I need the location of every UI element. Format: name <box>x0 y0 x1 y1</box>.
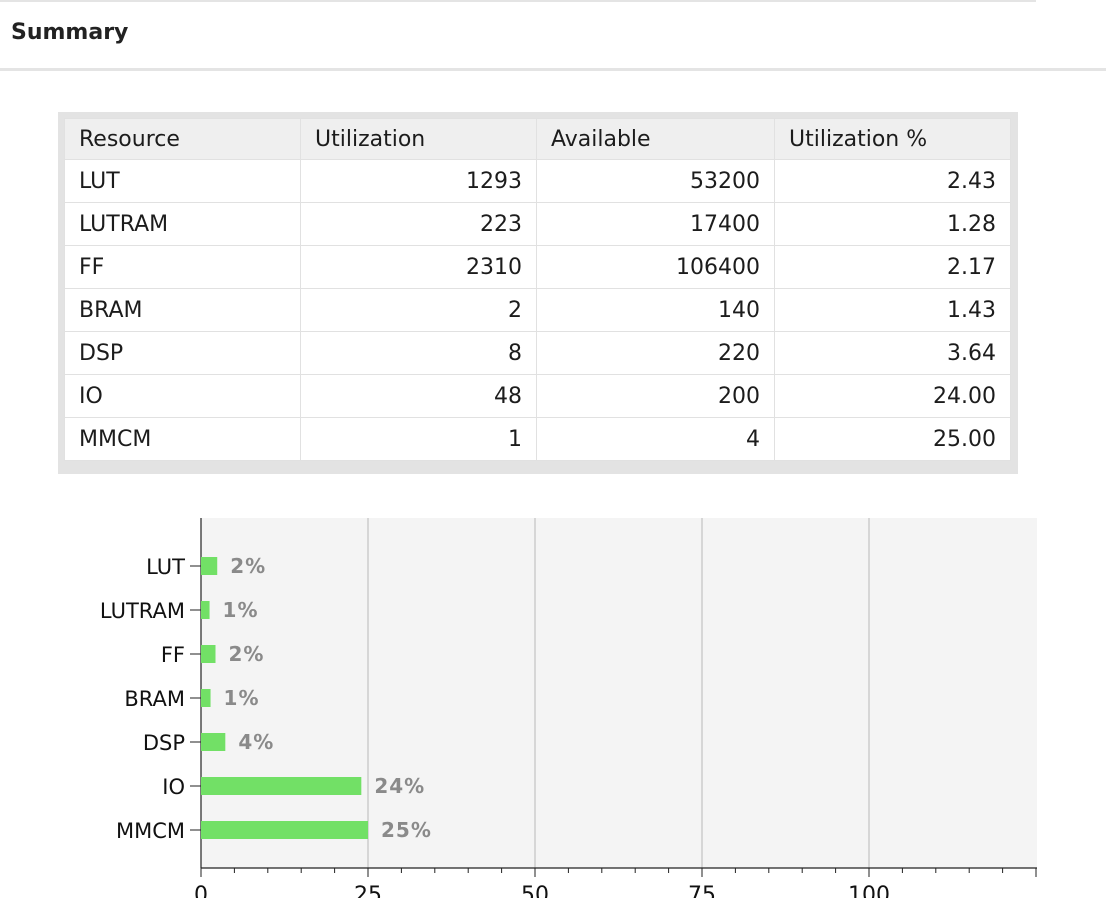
bar <box>201 777 362 795</box>
cell-utilization-percent: 3.64 <box>774 331 1011 375</box>
cell-available: 220 <box>536 331 775 375</box>
category-label: MMCM <box>116 819 185 843</box>
cell-utilization: 1 <box>300 417 537 461</box>
cell-utilization-percent: 1.43 <box>774 288 1011 332</box>
column-header-utilization-percent[interactable]: Utilization % <box>774 118 1011 160</box>
category-label: LUT <box>146 555 185 579</box>
table-row[interactable]: LUT 1293 53200 2.43 <box>64 159 1011 203</box>
cell-utilization: 8 <box>300 331 537 375</box>
cell-resource: IO <box>64 374 301 418</box>
bar <box>201 689 211 707</box>
data-label: 1% <box>223 598 259 622</box>
data-label: 24% <box>374 774 425 798</box>
cell-utilization-percent: 1.28 <box>774 202 1011 246</box>
table-row[interactable]: FF 2310 106400 2.17 <box>64 245 1011 289</box>
cell-utilization-percent: 24.00 <box>774 374 1011 418</box>
cell-available: 17400 <box>536 202 775 246</box>
data-label: 2% <box>228 642 264 666</box>
cell-available: 4 <box>536 417 775 461</box>
category-label: FF <box>161 643 185 667</box>
x-tick-label: 75 <box>688 883 716 898</box>
x-tick-label: 25 <box>354 883 382 898</box>
x-tick-label: 0 <box>194 883 208 898</box>
cell-utilization: 48 <box>300 374 537 418</box>
x-tick-label: 100 <box>848 883 890 898</box>
summary-header: Summary <box>0 0 1106 71</box>
cell-resource: DSP <box>64 331 301 375</box>
cell-resource: FF <box>64 245 301 289</box>
cell-utilization: 2310 <box>300 245 537 289</box>
cell-resource: LUT <box>64 159 301 203</box>
bar <box>201 645 216 663</box>
x-tick-label: 50 <box>521 883 549 898</box>
utilization-table-container: Resource Utilization Available Utilizati… <box>58 112 1018 474</box>
column-header-resource[interactable]: Resource <box>64 118 301 160</box>
data-label: 2% <box>230 554 266 578</box>
cell-available: 200 <box>536 374 775 418</box>
table-header-row: Resource Utilization Available Utilizati… <box>64 118 1011 160</box>
utilization-table: Resource Utilization Available Utilizati… <box>64 118 1011 461</box>
bar <box>201 733 226 751</box>
bar <box>201 821 368 839</box>
page-title: Summary <box>11 20 129 45</box>
table-row[interactable]: IO 48 200 24.00 <box>64 374 1011 418</box>
bar <box>201 557 218 575</box>
table-row[interactable]: MMCM 1 4 25.00 <box>64 417 1011 461</box>
cell-available: 106400 <box>536 245 775 289</box>
cell-utilization: 2 <box>300 288 537 332</box>
cell-available: 53200 <box>536 159 775 203</box>
cell-resource: MMCM <box>64 417 301 461</box>
table-row[interactable]: LUTRAM 223 17400 1.28 <box>64 202 1011 246</box>
top-border <box>0 0 1036 2</box>
data-label: 4% <box>238 730 274 754</box>
data-label: 1% <box>224 686 260 710</box>
table-row[interactable]: DSP 8 220 3.64 <box>64 331 1011 375</box>
table-row[interactable]: BRAM 2 140 1.43 <box>64 288 1011 332</box>
column-header-utilization[interactable]: Utilization <box>300 118 537 160</box>
column-header-available[interactable]: Available <box>536 118 775 160</box>
data-label: 25% <box>381 818 432 842</box>
cell-available: 140 <box>536 288 775 332</box>
plot-background <box>201 518 1037 868</box>
cell-resource: BRAM <box>64 288 301 332</box>
cell-utilization: 223 <box>300 202 537 246</box>
utilization-bar-chart: 0 25 50 75 100 LUT 2% LUTRAM 1% FF 2% BRAM 1% DSP 4% IO… <box>100 518 1037 898</box>
cell-utilization-percent: 2.17 <box>774 245 1011 289</box>
category-label: BRAM <box>124 687 185 711</box>
category-label: DSP <box>143 731 185 755</box>
category-label: LUTRAM <box>100 599 185 623</box>
bar <box>201 601 210 619</box>
cell-utilization-percent: 2.43 <box>774 159 1011 203</box>
cell-resource: LUTRAM <box>64 202 301 246</box>
cell-utilization-percent: 25.00 <box>774 417 1011 461</box>
category-label: IO <box>162 775 185 799</box>
cell-utilization: 1293 <box>300 159 537 203</box>
